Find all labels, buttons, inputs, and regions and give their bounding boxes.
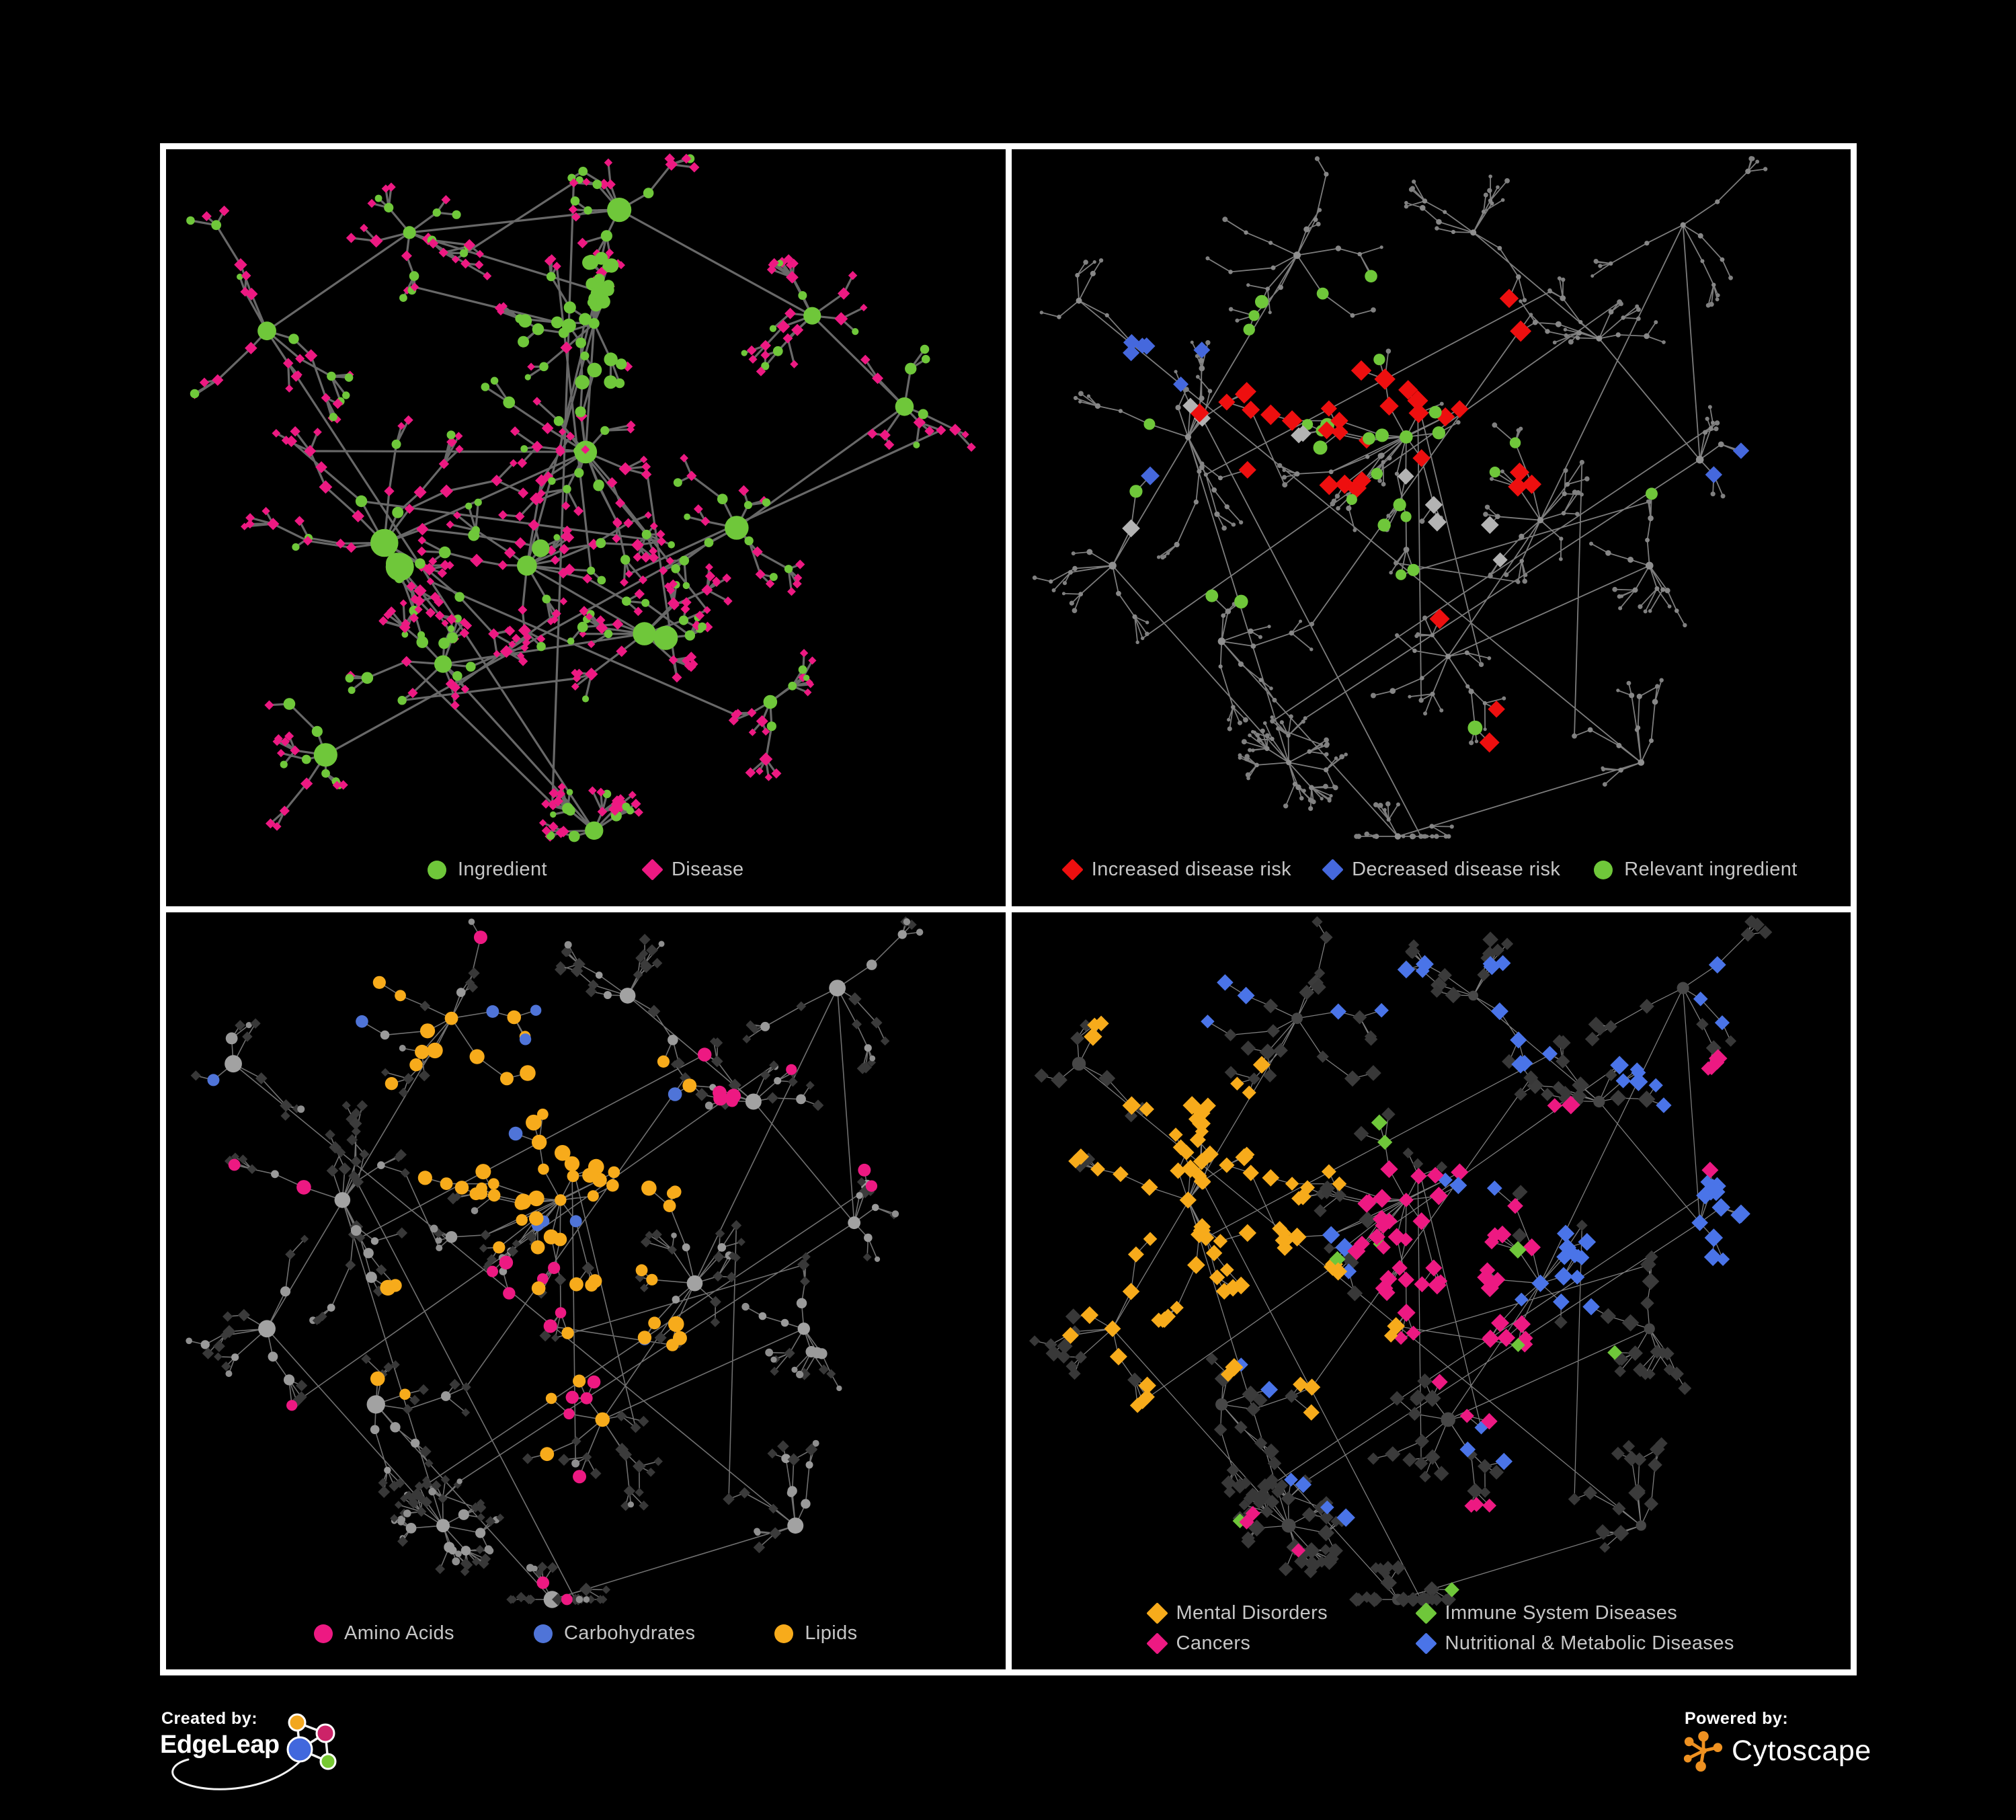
legend-marker-circle-icon	[774, 1624, 794, 1643]
nodes-layer	[186, 153, 976, 842]
legend-marker-circle-icon	[533, 1624, 553, 1643]
legend-marker-diamond-icon	[1414, 1632, 1437, 1655]
legend-item: Amino Acids	[313, 1622, 454, 1645]
legend-label: Carbohydrates	[563, 1622, 696, 1644]
legend-label: Amino Acids	[344, 1622, 454, 1644]
network-disease-classes	[1029, 914, 1772, 1608]
legend-label: Relevant ingredient	[1624, 859, 1798, 880]
cytoscape-logo-icon	[1683, 1731, 1723, 1772]
legend-label: Mental Disorders	[1176, 1602, 1328, 1624]
legend-label: Increased disease risk	[1091, 859, 1292, 880]
edges-layer	[188, 921, 920, 1600]
legend-item: Decreased disease risk	[1322, 859, 1561, 881]
legend-disease-classes: Mental Disorders Immune System Diseases Ca…	[1012, 1602, 1851, 1655]
edges-layer	[190, 157, 973, 838]
legend-label: Cancers	[1176, 1632, 1251, 1654]
legend-label: Ingredient	[457, 859, 547, 880]
legend-item: Relevant ingredient	[1594, 859, 1797, 881]
legend-marker-circle-icon	[427, 860, 446, 879]
legend-compound-classes: Amino Acids Carbohydrates Lipids	[166, 1622, 1006, 1645]
legend-marker-circle-icon	[313, 1624, 333, 1643]
cytoscape-wordmark: Cytoscape	[1732, 1735, 1871, 1767]
panel-compound-classes: Amino Acids Carbohydrates Lipids	[166, 912, 1006, 1669]
legend-label: Disease	[671, 859, 744, 880]
created-by-label: Created by:	[161, 1709, 258, 1728]
legend-item: Nutritional & Metabolic Diseases	[1414, 1632, 1734, 1655]
legend-item: Cancers	[1145, 1632, 1418, 1655]
panel-grid: Ingredient Disease Increased disease risk…	[160, 143, 1857, 1675]
legend-marker-diamond-icon	[1061, 859, 1084, 881]
legend-item: Lipids	[774, 1622, 857, 1645]
nodes-layer	[1029, 914, 1772, 1608]
legend-marker-diamond-icon	[1414, 1602, 1437, 1624]
cytoscape-credit: Powered by: Cytoscape	[1682, 1708, 1884, 1795]
edgeleap-credit: Created by: EdgeLeap	[160, 1708, 483, 1815]
nodes-layer	[1032, 156, 1767, 840]
panel-ingredient-disease: Ingredient Disease	[166, 149, 1006, 906]
legend-label: Lipids	[805, 1622, 858, 1644]
legend-marker-diamond-icon	[1145, 1632, 1168, 1655]
network-ingredient-disease	[186, 153, 976, 842]
network-compound-classes	[186, 916, 924, 1608]
legend-disease-risk: Increased disease risk Decreased disease …	[1012, 859, 1851, 881]
edgeleap-wordmark: EdgeLeap	[160, 1731, 280, 1759]
panel-disease-risk: Increased disease risk Decreased disease …	[1011, 149, 1851, 906]
nodes-layer	[186, 916, 924, 1608]
legend-item: Carbohydrates	[533, 1622, 696, 1645]
legend-ingredient-disease: Ingredient Disease	[166, 859, 1006, 881]
panel-disease-classes: Mental Disorders Immune System Diseases Ca…	[1011, 912, 1851, 1669]
legend-item: Mental Disorders	[1145, 1602, 1418, 1624]
powered-by-label: Powered by:	[1685, 1709, 1789, 1728]
edgeleap-logo-icon	[171, 1713, 337, 1790]
legend-item: Ingredient	[427, 859, 547, 881]
legend-marker-diamond-icon	[1322, 859, 1344, 881]
legend-label: Decreased disease risk	[1352, 859, 1561, 880]
legend-marker-diamond-icon	[1145, 1602, 1168, 1624]
legend-item: Disease	[641, 859, 744, 881]
network-disease-risk	[1032, 156, 1767, 840]
legend-marker-diamond-icon	[641, 859, 663, 881]
legend-label: Immune System Diseases	[1445, 1602, 1678, 1624]
legend-label: Nutritional & Metabolic Diseases	[1445, 1632, 1734, 1654]
legend-item: Increased disease risk	[1061, 859, 1292, 881]
legend-marker-circle-icon	[1594, 860, 1613, 879]
legend-item: Immune System Diseases	[1414, 1602, 1734, 1624]
